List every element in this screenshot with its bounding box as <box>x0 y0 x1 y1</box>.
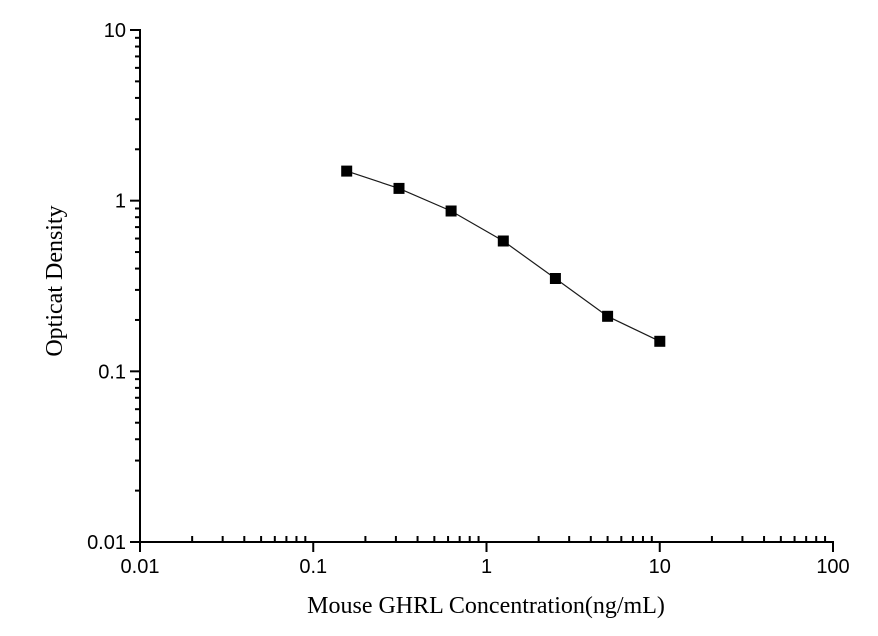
data-point-marker <box>393 182 405 194</box>
x-tick-label: 0.01 <box>121 556 160 578</box>
x-tick-label: 100 <box>816 556 849 578</box>
y-tick-label: 1 <box>115 191 126 213</box>
x-axis-title: Mouse GHRL Concentration(ng/mL) <box>307 593 665 619</box>
axes <box>139 29 834 543</box>
y-tick-label: 0.01 <box>87 532 126 554</box>
data-series <box>341 165 666 347</box>
data-point-marker <box>341 165 353 177</box>
x-tick-label: 10 <box>649 556 671 578</box>
data-point-marker <box>654 335 666 347</box>
data-point-marker <box>549 273 561 284</box>
y-axis-title: Opticat Density <box>42 205 68 356</box>
axis-ticks <box>130 29 834 552</box>
data-point-marker <box>445 205 457 217</box>
x-tick-label: 0.1 <box>299 556 327 578</box>
y-tick-label: 10 <box>104 20 126 42</box>
axis-tick-labels: 0.01 0.1 1 10 100 0.01 0.1 1 10 <box>87 20 850 578</box>
data-point-marker <box>602 310 614 322</box>
x-tick-label: 1 <box>481 556 492 578</box>
data-point-marker <box>497 235 509 247</box>
y-tick-label: 0.1 <box>98 361 126 383</box>
